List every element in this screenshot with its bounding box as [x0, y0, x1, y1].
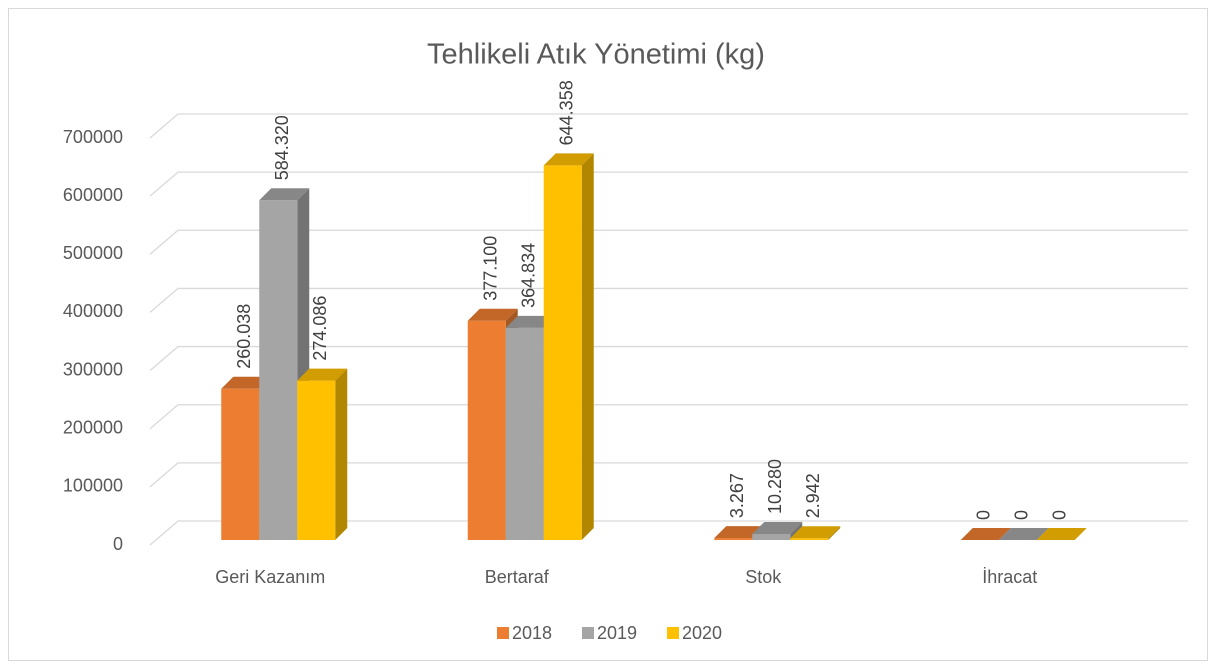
bar — [221, 388, 260, 540]
bar — [259, 200, 298, 541]
data-label: 274.086 — [310, 296, 330, 361]
data-label: 260.038 — [234, 304, 254, 369]
bar-top — [998, 528, 1049, 540]
bar-side — [581, 153, 594, 540]
data-label: 2.942 — [803, 473, 823, 518]
data-label: 364.834 — [519, 243, 539, 308]
bar-top — [259, 188, 310, 201]
legend-label: 2020 — [682, 623, 722, 643]
bar — [505, 327, 544, 540]
grid-line — [149, 404, 1188, 430]
data-label: 584.320 — [272, 115, 292, 180]
bar-top — [752, 522, 803, 535]
y-tick-label: 500000 — [63, 243, 123, 263]
data-label: 10.280 — [765, 459, 785, 514]
bar — [467, 320, 506, 540]
legend-swatch — [497, 627, 509, 639]
bar-top — [467, 308, 518, 321]
legend-swatch — [667, 627, 679, 639]
bar — [297, 380, 336, 540]
y-tick-label: 0 — [113, 534, 123, 554]
data-label: 0 — [974, 510, 994, 520]
grid-line — [149, 171, 1188, 197]
y-tick-label: 600000 — [63, 185, 123, 205]
chart-frame — [8, 8, 1208, 661]
y-tick-label: 200000 — [63, 417, 123, 437]
y-tick-label: 400000 — [63, 301, 123, 321]
bar-side — [828, 526, 841, 540]
bar-top — [543, 153, 594, 166]
x-tick-label: İhracat — [982, 567, 1037, 587]
bar-top — [221, 376, 272, 389]
grid-line — [149, 520, 1188, 546]
bar — [790, 538, 829, 540]
legend-label: 2019 — [597, 623, 637, 643]
grid-line — [149, 113, 1188, 139]
bar-top — [790, 526, 841, 539]
data-label: 377.100 — [481, 236, 501, 301]
data-label: 3.267 — [727, 473, 747, 518]
data-label: 0 — [1012, 510, 1032, 520]
chart-title: Tehlikeli Atık Yönetimi (kg) — [427, 39, 765, 71]
bar-top — [714, 526, 765, 539]
grid-line — [149, 462, 1188, 488]
bar-top — [1036, 528, 1087, 540]
data-label: 644.358 — [557, 80, 577, 145]
x-tick-label: Stok — [745, 567, 782, 587]
bar — [714, 538, 753, 540]
legend-swatch — [582, 627, 594, 639]
bar-top — [960, 528, 1011, 540]
bar-top — [297, 368, 348, 381]
data-label: 0 — [1050, 510, 1070, 520]
x-tick-label: Geri Kazanım — [215, 567, 325, 587]
bar — [752, 534, 791, 540]
x-tick-label: Bertaraf — [485, 567, 550, 587]
bar-top — [505, 315, 556, 328]
y-tick-label: 300000 — [63, 359, 123, 379]
grid-line — [149, 287, 1188, 313]
y-tick-label: 700000 — [63, 127, 123, 147]
legend-label: 2018 — [512, 623, 552, 643]
grid-line — [149, 229, 1188, 255]
bar — [543, 165, 582, 540]
bar-side — [335, 368, 348, 540]
y-tick-label: 100000 — [63, 476, 123, 496]
grid-line — [149, 345, 1188, 372]
